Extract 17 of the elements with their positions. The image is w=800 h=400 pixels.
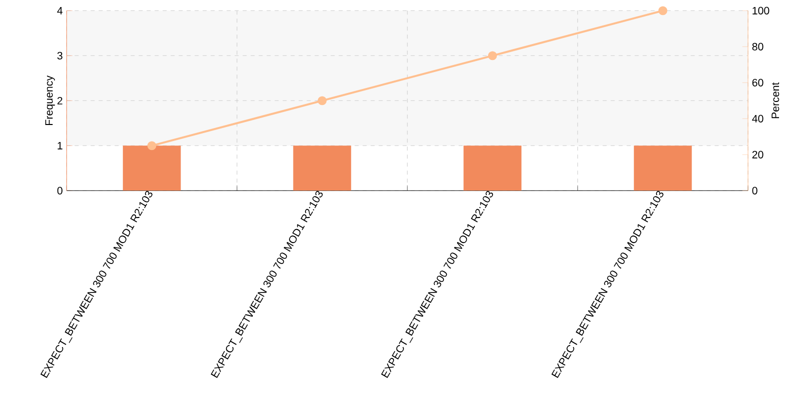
y-tick-label: 2 — [57, 96, 62, 104]
point — [658, 6, 668, 16]
y-tick-label: 3 — [57, 52, 62, 60]
point — [488, 51, 497, 60]
y-tick-label: 0 — [57, 186, 62, 194]
y2-tick-label: 80 — [752, 42, 764, 50]
y-tick-label: 4 — [57, 7, 63, 14]
y2-tick-label: 100 — [752, 6, 770, 14]
y2-tick-label: 60 — [752, 78, 764, 86]
y-tick-label: 1 — [58, 142, 62, 150]
y2-tick-label: 20 — [752, 150, 764, 158]
point — [318, 96, 327, 106]
y2-tick-label: 40 — [752, 114, 764, 122]
point — [147, 141, 156, 150]
y-axis-title: Frequency — [45, 76, 55, 125]
y2-tick-label: 0 — [752, 186, 758, 194]
y2-axis-title: Percent — [772, 82, 780, 118]
